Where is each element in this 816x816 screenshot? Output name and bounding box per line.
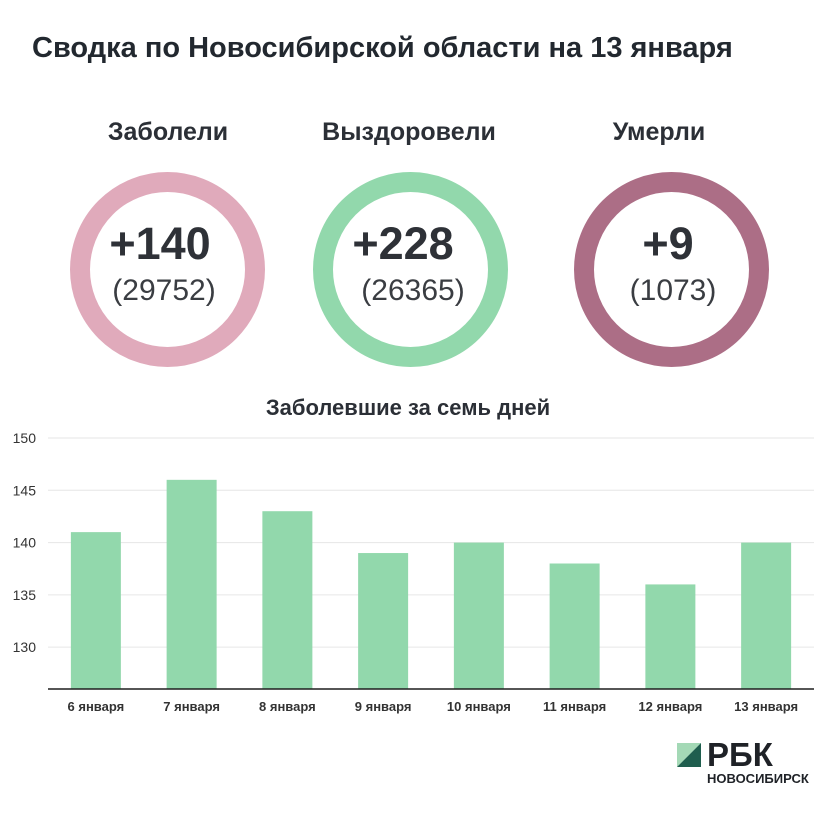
x-tick-label: 8 января <box>259 699 316 714</box>
brand-city: НОВОСИБИРСК <box>707 771 809 786</box>
stat-label-infected: Заболели <box>107 118 229 146</box>
y-axis-ticks: 130 135 140 145 150 <box>13 430 37 655</box>
y-tick-label: 130 <box>13 639 37 655</box>
y-tick-label: 140 <box>13 535 37 551</box>
page-title: Сводка по Новосибирской области на 13 ян… <box>32 32 733 64</box>
y-tick-label: 145 <box>13 482 37 498</box>
x-tick-label: 11 января <box>543 699 606 714</box>
stat-label-recovered: Выздоровели <box>322 118 496 146</box>
bars <box>70 479 792 689</box>
y-tick-label: 150 <box>13 430 37 446</box>
bar <box>262 511 313 689</box>
bar <box>358 553 409 689</box>
x-tick-label: 9 января <box>355 699 412 714</box>
stat-change-deaths: +9 <box>642 218 694 269</box>
bar <box>645 584 696 689</box>
bar <box>741 542 792 689</box>
x-axis-ticks: 6 января 7 января 8 января 9 января 10 январ… <box>68 699 799 714</box>
rbc-logo-icon <box>677 743 701 767</box>
x-tick-label: 6 января <box>68 699 125 714</box>
brand-name: РБК <box>707 736 773 773</box>
grid-lines <box>48 437 814 648</box>
bar <box>453 542 504 689</box>
x-tick-label: 13 января <box>734 699 798 714</box>
stat-total-infected: (29752) <box>112 274 216 307</box>
bar-chart: 130 135 140 145 150 6 января 7 января 8 января… <box>13 430 814 714</box>
bar <box>549 563 600 689</box>
stat-change-recovered: +228 <box>352 218 454 269</box>
stat-total-recovered: (26365) <box>361 274 465 307</box>
stat-label-deaths: Умерли <box>612 118 706 146</box>
bar <box>166 479 217 689</box>
y-tick-label: 135 <box>13 587 37 603</box>
x-tick-label: 12 января <box>638 699 702 714</box>
x-tick-label: 10 января <box>447 699 511 714</box>
chart-title: Заболевшие за семь дней <box>265 395 551 420</box>
bar <box>70 532 121 689</box>
x-tick-label: 7 января <box>163 699 220 714</box>
stat-change-infected: +140 <box>109 218 211 269</box>
stat-total-deaths: (1073) <box>629 274 717 307</box>
